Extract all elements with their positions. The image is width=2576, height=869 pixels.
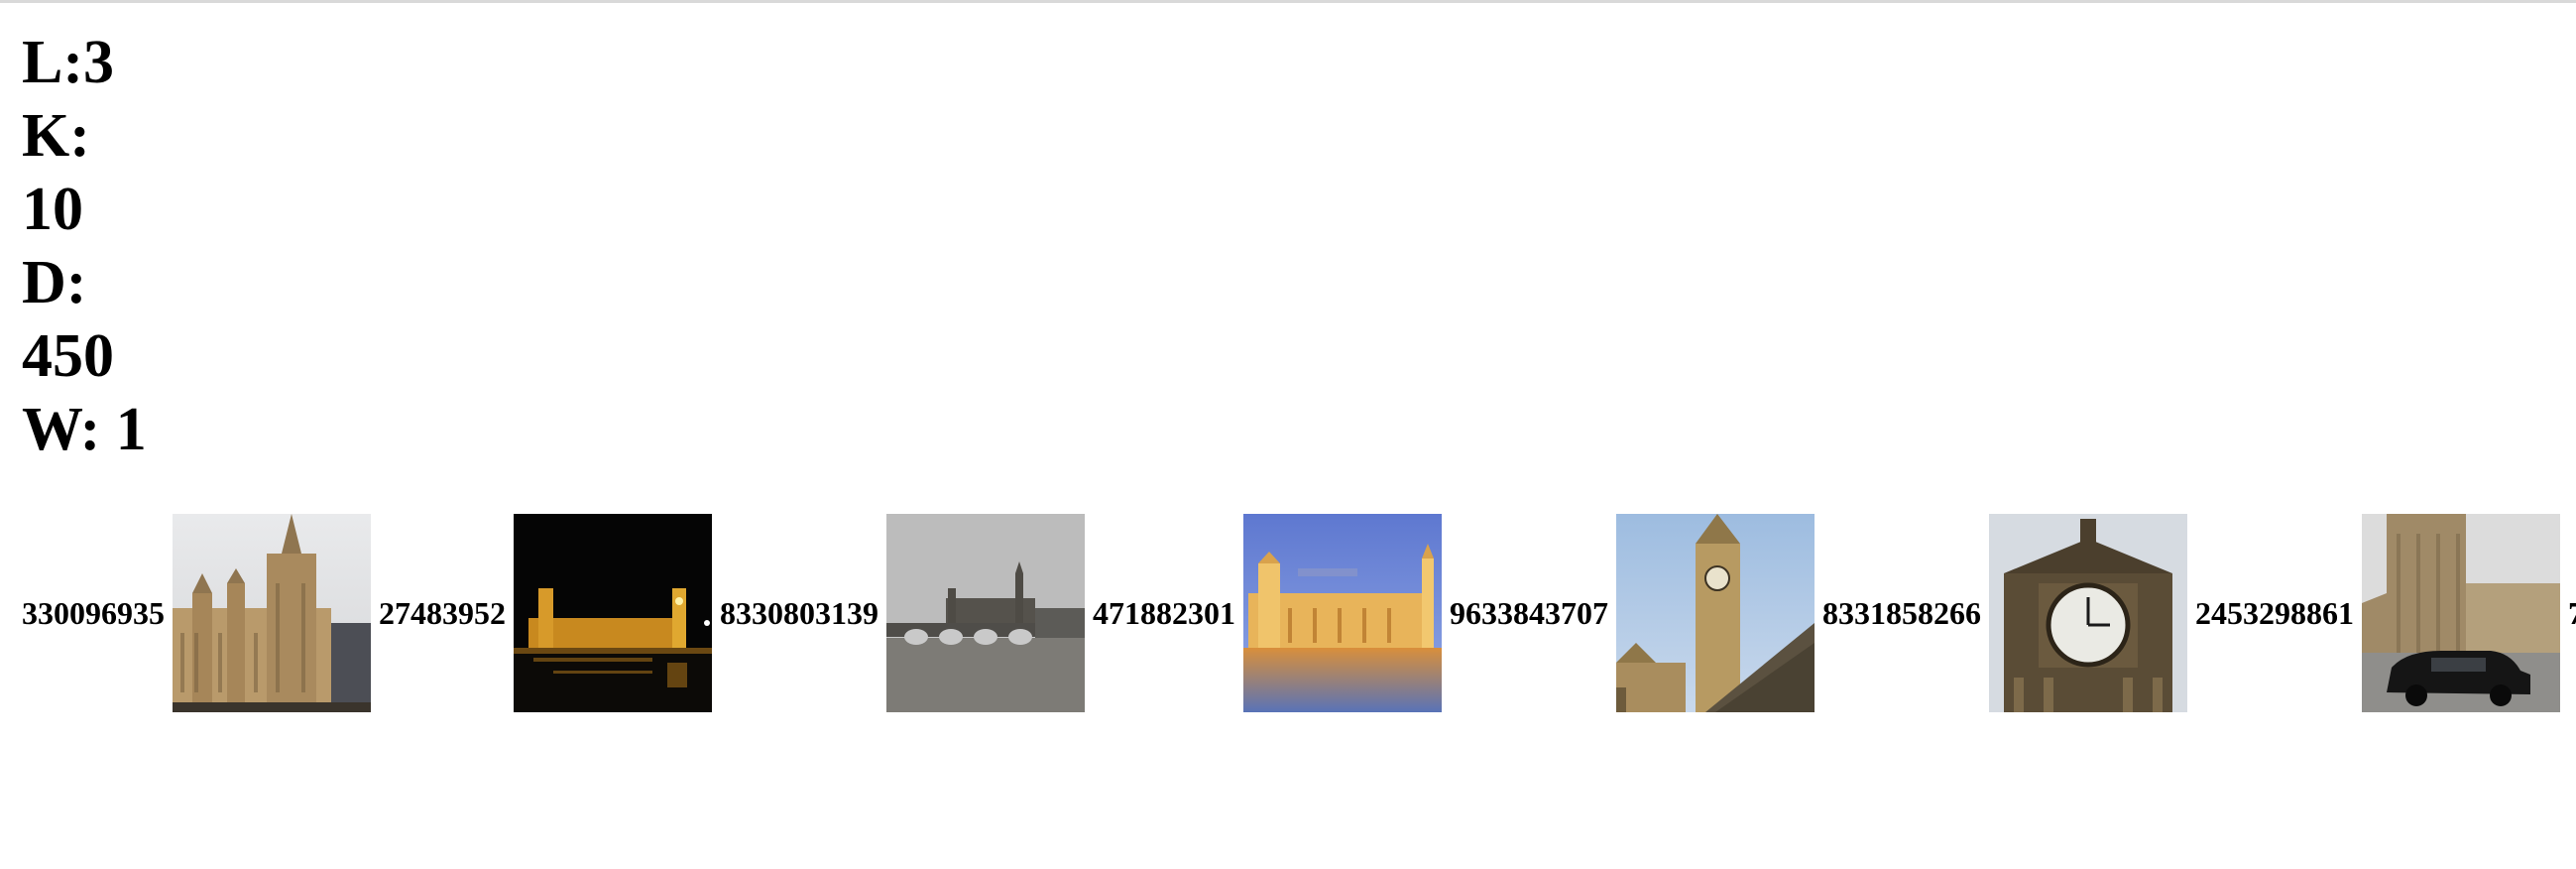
top-border: [0, 0, 2576, 3]
result-item: 471882301: [1093, 514, 1450, 712]
big-ben-clock-face-thumbnail[interactable]: [1989, 514, 2187, 712]
result-item: 9633843707: [1450, 514, 1822, 712]
parliament-night-river-thumbnail[interactable]: [514, 514, 712, 712]
parliament-dusk-reflection-thumbnail[interactable]: [1243, 514, 1442, 712]
houses-of-parliament-day-thumbnail[interactable]: [173, 514, 371, 712]
param-l: L:3: [22, 26, 147, 99]
result-id: 8331858266: [1822, 593, 1981, 633]
param-d-label: D:: [22, 246, 147, 319]
result-item: 7: [2568, 593, 2576, 633]
result-item: 27483952: [379, 514, 720, 712]
param-w: W: 1: [22, 393, 147, 466]
result-strip: 330096935 27483952: [22, 514, 2576, 712]
parliament-black-cab-thumbnail[interactable]: [2362, 514, 2560, 712]
result-id: 471882301: [1093, 593, 1235, 633]
parameter-panel: L:3 K: 10 D: 450 W: 1: [22, 26, 147, 466]
westminster-bridge-overcast-thumbnail[interactable]: [886, 514, 1085, 712]
result-id: 7: [2568, 593, 2576, 633]
result-item: 330096935: [22, 514, 379, 712]
param-d-value: 450: [22, 319, 147, 393]
param-k-label: K:: [22, 99, 147, 173]
big-ben-tower-sky-thumbnail[interactable]: [1616, 514, 1815, 712]
result-id: 9633843707: [1450, 593, 1608, 633]
result-id: 2453298861: [2195, 593, 2354, 633]
result-item: 8331858266: [1822, 514, 2195, 712]
result-id: 27483952: [379, 593, 506, 633]
result-id: 8330803139: [720, 593, 878, 633]
param-k-value: 10: [22, 173, 147, 246]
result-id: 330096935: [22, 593, 165, 633]
result-item: 2453298861: [2195, 514, 2568, 712]
result-item: 8330803139: [720, 514, 1093, 712]
